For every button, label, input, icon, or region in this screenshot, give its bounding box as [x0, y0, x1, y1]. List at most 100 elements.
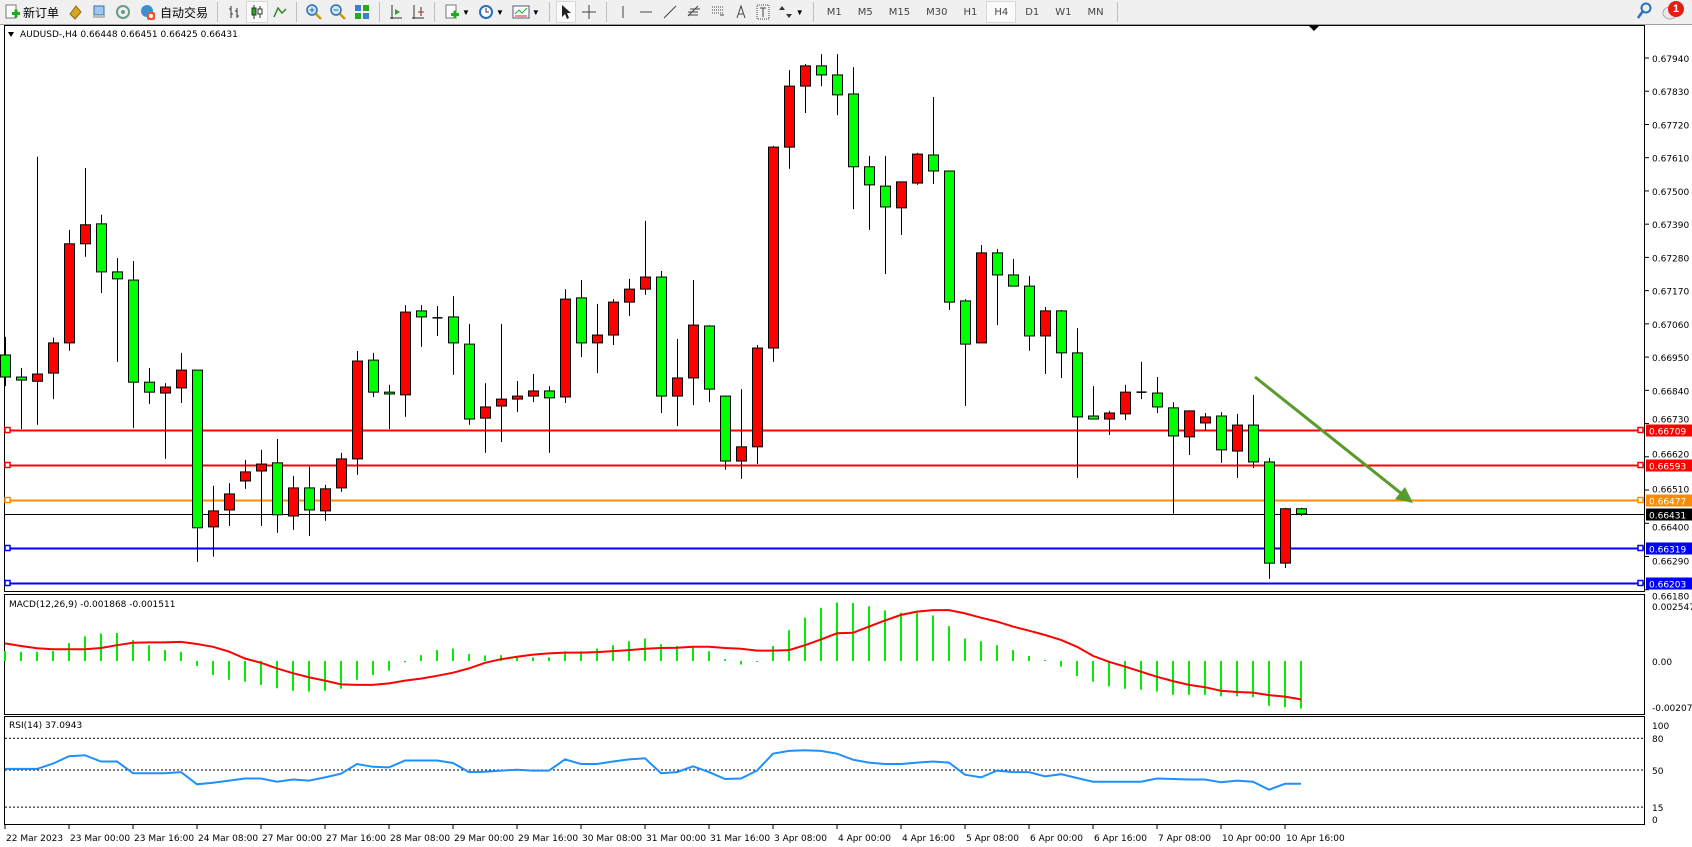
candle[interactable]	[624, 278, 635, 317]
candle[interactable]	[464, 323, 475, 425]
candle[interactable]	[640, 220, 651, 295]
candle[interactable]	[1216, 412, 1227, 463]
candle[interactable]	[448, 296, 459, 375]
candle[interactable]	[16, 367, 27, 430]
horizontal-line-button[interactable]	[635, 1, 657, 23]
candle[interactable]	[1152, 377, 1163, 413]
candle[interactable]	[496, 323, 507, 442]
level-anchor-handle[interactable]	[1637, 579, 1644, 587]
new-order-button[interactable]: 新订单	[1, 1, 62, 23]
timeframe-mn[interactable]: MN	[1081, 1, 1111, 23]
candle[interactable]	[64, 229, 75, 351]
candle[interactable]	[1040, 306, 1051, 375]
fibonacci-fan-button[interactable]	[707, 1, 729, 23]
candle[interactable]	[752, 345, 763, 465]
text-button[interactable]	[731, 1, 751, 23]
candle[interactable]	[1280, 507, 1291, 568]
line-chart-button[interactable]	[270, 1, 290, 23]
candle[interactable]	[928, 96, 939, 184]
timeframe-m5[interactable]: M5	[851, 1, 880, 23]
bar-chart-button[interactable]	[224, 1, 244, 23]
candle[interactable]	[1072, 328, 1083, 478]
candle[interactable]	[128, 261, 139, 429]
candle[interactable]	[1008, 258, 1019, 287]
main-chart-panel[interactable]	[4, 25, 1645, 592]
candle[interactable]	[96, 214, 107, 294]
zoom-out-button[interactable]	[327, 1, 349, 23]
candle[interactable]	[208, 485, 219, 557]
candle[interactable]	[1248, 394, 1259, 468]
tile-windows-button[interactable]	[351, 1, 373, 23]
timeframe-m30[interactable]: M30	[919, 1, 954, 23]
zoom-in-button[interactable]	[303, 1, 325, 23]
arrows-button[interactable]: ▼	[775, 1, 807, 23]
candle[interactable]	[336, 452, 347, 492]
auto-scroll-button[interactable]	[386, 1, 406, 23]
candle[interactable]	[864, 155, 875, 230]
text-label-button[interactable]	[753, 1, 773, 23]
candle[interactable]	[704, 325, 715, 403]
candle[interactable]	[1232, 413, 1243, 478]
level-anchor-handle[interactable]	[1637, 496, 1644, 504]
candle[interactable]	[848, 67, 859, 210]
candle[interactable]	[1056, 309, 1067, 378]
indicators-button[interactable]: ▼	[509, 1, 543, 23]
candle[interactable]	[320, 484, 331, 521]
candle[interactable]	[256, 449, 267, 526]
candle[interactable]	[432, 306, 443, 336]
candle[interactable]	[400, 305, 411, 417]
candle[interactable]	[480, 383, 491, 453]
candle[interactable]	[384, 384, 395, 430]
candle[interactable]	[160, 383, 171, 459]
chart-shift-button[interactable]	[408, 1, 428, 23]
market-watch-button[interactable]	[88, 1, 110, 23]
candle[interactable]	[880, 155, 891, 275]
candle[interactable]	[656, 270, 667, 413]
candle[interactable]	[592, 303, 603, 374]
candle[interactable]	[976, 245, 987, 344]
candle[interactable]	[720, 395, 731, 470]
candle[interactable]	[288, 475, 299, 530]
level-anchor-handle[interactable]	[4, 544, 11, 552]
candle[interactable]	[816, 54, 827, 87]
candle[interactable]	[224, 483, 235, 526]
candle[interactable]	[992, 248, 1003, 326]
candle[interactable]	[48, 337, 59, 400]
candle[interactable]	[800, 64, 811, 113]
candle[interactable]	[272, 438, 283, 533]
trend-arrow-line[interactable]	[1254, 375, 1403, 496]
candle[interactable]	[1296, 507, 1307, 516]
candle[interactable]	[784, 70, 795, 169]
signals-button[interactable]	[112, 1, 134, 23]
timeframe-h4[interactable]: H4	[986, 1, 1017, 23]
template-button[interactable]: ▼	[441, 1, 473, 23]
level-anchor-handle[interactable]	[1637, 461, 1644, 469]
candle[interactable]	[304, 466, 315, 536]
candle[interactable]	[1104, 410, 1115, 436]
level-anchor-handle[interactable]	[4, 496, 11, 504]
candle[interactable]	[1024, 276, 1035, 351]
macd-panel[interactable]	[4, 594, 1645, 715]
notification-button[interactable]: 1	[1662, 1, 1684, 21]
candle[interactable]	[416, 305, 427, 347]
level-anchor-handle[interactable]	[1637, 426, 1644, 434]
candle[interactable]	[1200, 412, 1211, 431]
candle[interactable]	[1136, 361, 1147, 400]
candle[interactable]	[672, 338, 683, 426]
level-anchor-handle[interactable]	[4, 426, 11, 434]
chart-shift-marker-icon[interactable]	[1309, 26, 1319, 31]
vertical-line-button[interactable]	[613, 1, 633, 23]
candle[interactable]	[368, 352, 379, 397]
candle[interactable]	[832, 54, 843, 116]
candle[interactable]	[240, 459, 251, 489]
candle[interactable]	[1088, 386, 1099, 420]
auto-trading-button[interactable]: 自动交易	[136, 1, 211, 23]
level-anchor-handle[interactable]	[1637, 544, 1644, 552]
candle[interactable]	[768, 145, 779, 362]
candle[interactable]	[560, 289, 571, 404]
candle[interactable]	[1184, 410, 1195, 455]
search-icon[interactable]	[1636, 2, 1652, 20]
candle[interactable]	[576, 280, 587, 358]
candle[interactable]	[960, 299, 971, 407]
